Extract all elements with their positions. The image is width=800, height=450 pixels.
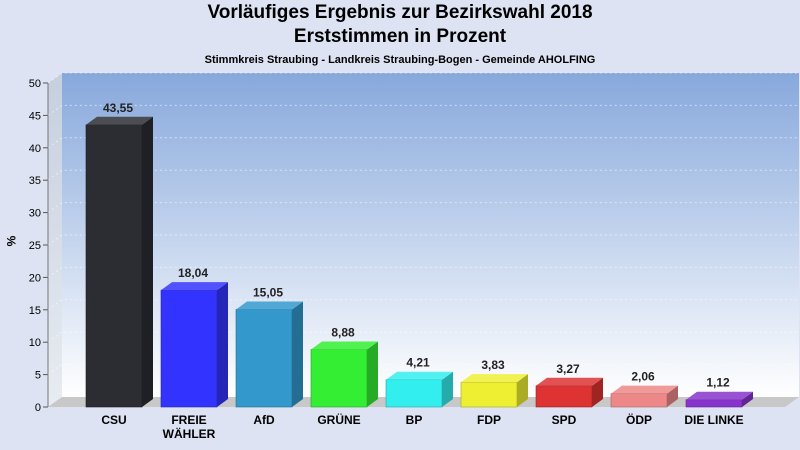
y-tick-label: 10	[29, 337, 41, 349]
x-tick-label: BP	[406, 413, 423, 427]
chart-title-2: Erststimmen in Prozent	[293, 26, 507, 47]
bar	[685, 399, 743, 408]
gridline	[47, 299, 799, 311]
bar	[235, 309, 293, 408]
bar-side	[517, 374, 528, 407]
gridline	[47, 169, 799, 181]
bar-top	[611, 385, 678, 394]
x-tick-label: SPD	[552, 413, 577, 427]
chart-title: Vorläufiges Ergebnis zur Bezirkswahl 201…	[207, 2, 593, 23]
y-tick-label: 15	[29, 305, 41, 317]
bar-side	[367, 341, 378, 407]
bar	[460, 381, 518, 408]
bar	[310, 349, 368, 408]
gridline	[47, 104, 799, 116]
data-label: 2,06	[631, 370, 655, 384]
bar-top	[236, 301, 303, 310]
bar	[85, 124, 143, 408]
data-label: 4,21	[406, 356, 430, 370]
bar	[385, 379, 443, 408]
y-tick-label: 35	[29, 175, 41, 187]
plot-left-wall	[48, 73, 62, 407]
y-tick-label: 0	[35, 402, 41, 414]
bar-top	[686, 391, 753, 400]
bar-side	[292, 301, 303, 407]
bar-side	[217, 282, 228, 407]
x-tick-label: FDP	[477, 413, 501, 427]
data-label: 3,27	[556, 362, 580, 376]
gridline	[47, 234, 799, 246]
gridline	[47, 137, 799, 149]
bar-top	[461, 374, 528, 383]
y-tick-label: 40	[29, 143, 41, 155]
bar-side	[592, 377, 603, 407]
bar-top	[536, 377, 603, 386]
x-tick-label: WÄHLER	[163, 426, 216, 441]
gridline	[47, 202, 799, 214]
bar	[535, 385, 593, 408]
bar-top	[311, 341, 378, 350]
y-tick-label: 45	[29, 110, 41, 122]
gridline	[47, 266, 799, 278]
gridline	[47, 364, 799, 376]
gridline	[47, 72, 799, 84]
data-label: 3,83	[481, 358, 505, 372]
y-tick-label: 30	[29, 208, 41, 220]
y-tick-label: 50	[29, 78, 41, 90]
y-tick-label: 5	[35, 370, 41, 382]
gridline	[47, 331, 799, 343]
bar-top	[386, 371, 453, 380]
bar-side	[742, 391, 753, 407]
data-label: 18,04	[178, 266, 208, 280]
data-label: 8,88	[331, 325, 355, 339]
x-tick-label: ÖDP	[626, 412, 652, 427]
data-label: 43,55	[103, 101, 133, 115]
x-tick-label: GRÜNE	[317, 412, 360, 427]
y-tick-label: 20	[29, 272, 41, 284]
bar-top	[86, 116, 153, 125]
bar-side	[142, 116, 153, 408]
data-label: 1,12	[706, 376, 730, 390]
bar-side	[667, 385, 678, 407]
x-tick-label: CSU	[101, 413, 126, 427]
bar	[160, 289, 218, 408]
y-tick-label: 25	[29, 240, 41, 252]
bar-top	[161, 282, 228, 291]
x-tick-label: FREIE	[171, 413, 206, 427]
data-label: 15,05	[253, 285, 283, 299]
x-tick-label: DIE LINKE	[684, 413, 743, 427]
bar	[610, 393, 668, 408]
bar-side	[442, 371, 453, 407]
x-tick-label: AfD	[253, 413, 275, 427]
chart-subtitle: Stimmkreis Straubing - Landkreis Straubi…	[204, 54, 596, 66]
